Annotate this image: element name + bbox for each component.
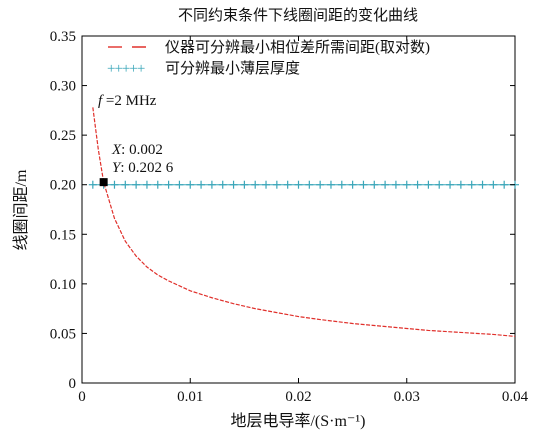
y-tick-label: 0.25: [50, 128, 76, 144]
legend-label-spacing-curve: 仪器可分辨最小相位差所需间距(取对数): [165, 39, 430, 56]
datatip-marker: [99, 178, 108, 187]
y-tick-label: 0.20: [50, 178, 76, 194]
y-tick-label: 0.30: [50, 79, 76, 95]
x-tick-label: 0.01: [177, 389, 203, 405]
datatip-x-label: X: [111, 142, 122, 158]
series-spacing-curve: [92, 107, 516, 337]
y-tick-label: 0: [69, 376, 77, 392]
x-tick-label: 0.02: [285, 389, 311, 405]
y-tick-label: 0.15: [50, 227, 76, 243]
datatip-y: Y: 0.202 6: [112, 160, 174, 176]
datatip-y-value: : 0.202 6: [120, 160, 173, 176]
x-tick-label: 0.03: [394, 389, 420, 405]
frequency-value: =2 MHz: [102, 93, 157, 109]
legend-label-thin-layer: 可分辨最小薄层厚度: [165, 60, 300, 77]
x-tick-label: 0.04: [502, 389, 529, 405]
y-axis-label: 线圈间距/m: [12, 169, 30, 250]
datatip: X: 0.002 Y: 0.202 6: [99, 142, 174, 187]
legend-symbol-thin-layer: +++++: [107, 61, 145, 77]
y-tick-label: 0.10: [50, 277, 76, 293]
x-axis-label: 地层电导率/(S·m⁻¹): [230, 412, 365, 430]
datatip-y-label: Y: [112, 160, 122, 176]
datatip-x: X: 0.002: [111, 142, 163, 158]
frequency-annotation: f =2 MHz: [98, 93, 157, 109]
x-tick-label: 0: [78, 389, 86, 405]
y-tick-label: 0.35: [50, 29, 76, 45]
plot-area: [81, 35, 516, 384]
y-axis-ticks: 0 0.05 0.10 0.15 0.20 0.25 0.30 0.35: [50, 29, 515, 392]
legend: 仪器可分辨最小相位差所需间距(取对数) +++++ 可分辨最小薄层厚度: [107, 39, 430, 77]
datatip-x-value: : 0.002: [121, 142, 163, 158]
plot-frame: [81, 35, 516, 384]
series-thin-layer-plus-markers: [88, 180, 519, 189]
frequency-symbol: f: [98, 93, 104, 109]
chart-title: 不同约束条件下线圈间距的变化曲线: [178, 7, 418, 24]
y-tick-label: 0.05: [50, 326, 76, 342]
x-axis-ticks: 0 0.01 0.02 0.03 0.04: [78, 36, 529, 405]
